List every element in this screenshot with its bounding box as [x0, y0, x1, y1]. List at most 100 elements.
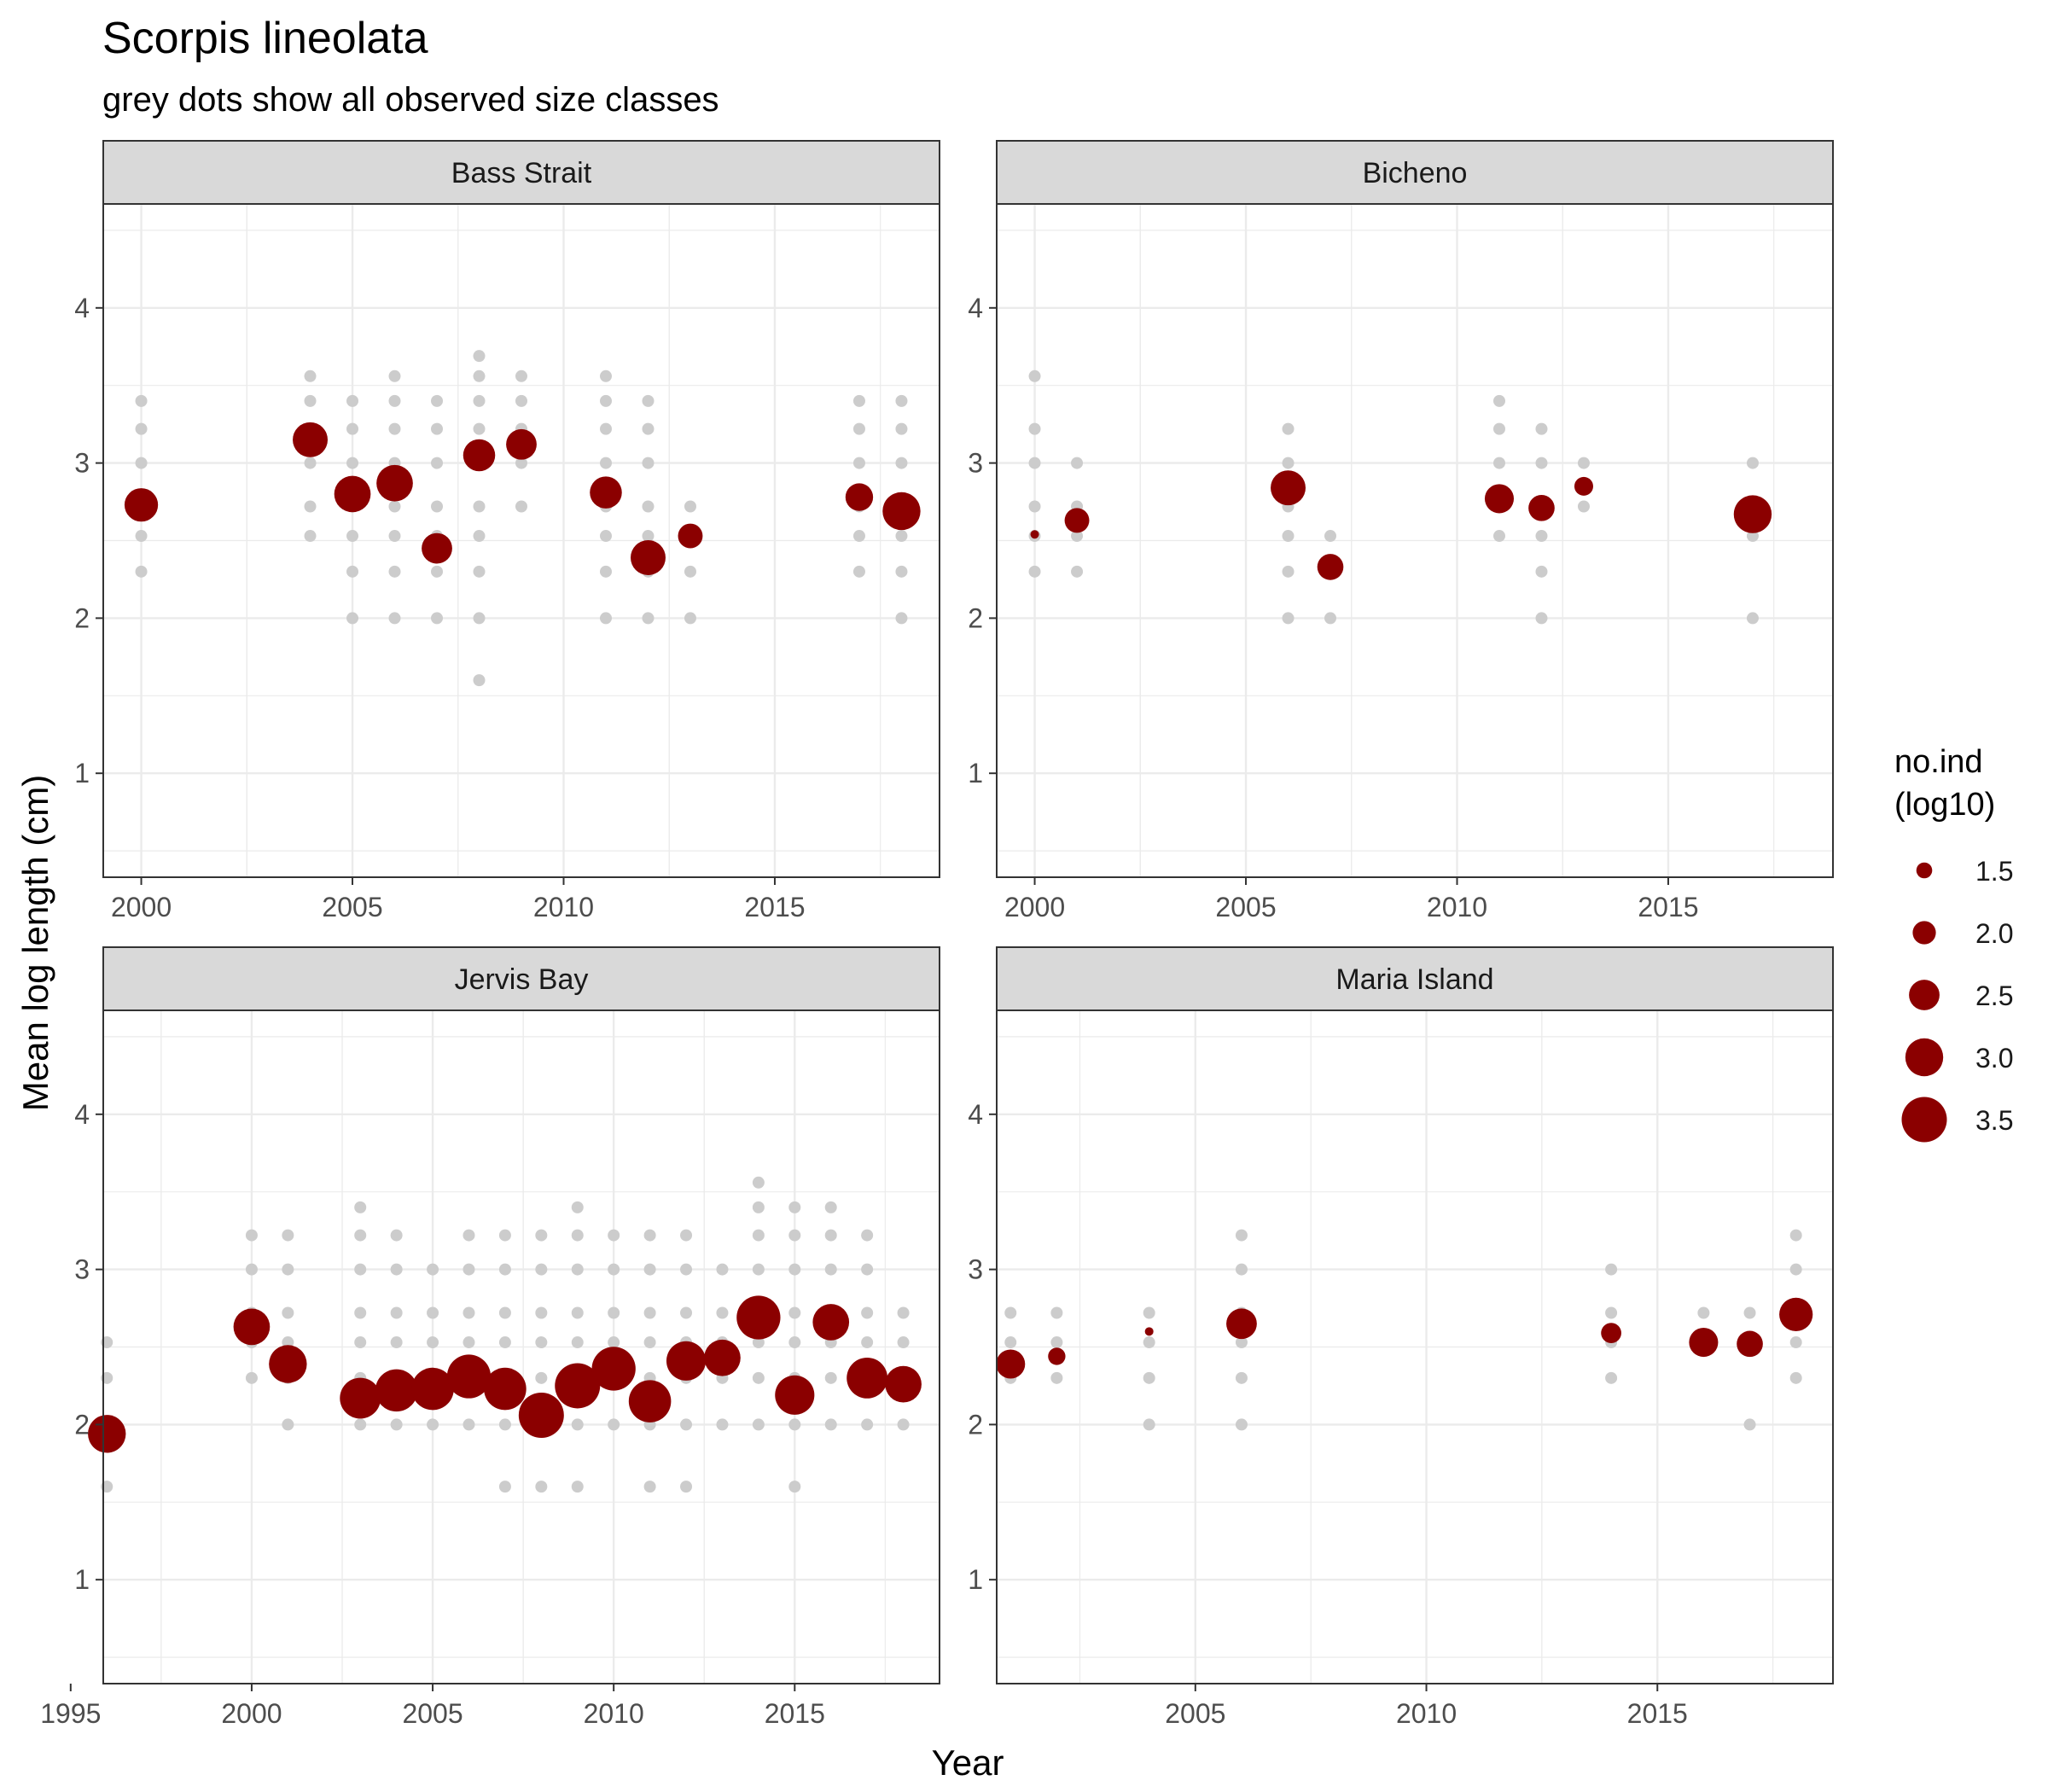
legend-key-label: 2.0: [1975, 918, 2013, 949]
x-tick-label: 2005: [322, 892, 382, 922]
size-class-point: [1324, 530, 1337, 543]
legend-key-circle: [1901, 1097, 1947, 1143]
mean-length-point: [555, 1363, 601, 1409]
size-class-point: [245, 1229, 258, 1242]
y-tick-label: 3: [74, 1254, 90, 1285]
mean-length-point: [1144, 1327, 1154, 1336]
size-class-point: [1535, 422, 1548, 435]
y-tick-label: 1: [968, 1564, 983, 1595]
mean-length-point: [124, 488, 159, 522]
size-class-point: [897, 1306, 910, 1319]
size-class-point: [498, 1418, 511, 1431]
size-class-point: [571, 1336, 584, 1349]
mean-length-point: [1574, 476, 1593, 496]
size-class-point: [427, 1336, 439, 1349]
mean-length-point: [375, 1369, 418, 1412]
facet-strip-label: Jervis Bay: [455, 963, 589, 996]
size-class-point: [346, 565, 359, 578]
size-class-point: [1050, 1336, 1063, 1349]
mean-length-point: [996, 1349, 1026, 1379]
size-class-point: [752, 1201, 765, 1213]
mean-length-point: [882, 492, 921, 531]
size-class-point: [788, 1336, 801, 1349]
y-tick-label: 2: [74, 1409, 90, 1440]
size-class-point: [788, 1263, 801, 1276]
size-class-point: [390, 1418, 403, 1431]
x-tick-label: 2000: [111, 892, 172, 922]
size-class-point: [427, 1263, 439, 1276]
size-class-point: [599, 394, 612, 407]
size-class-point: [788, 1481, 801, 1493]
size-class-point: [752, 1263, 765, 1276]
y-tick-label: 4: [968, 293, 983, 323]
x-tick-label: 2005: [1215, 892, 1276, 922]
x-axis-title: Year: [932, 1743, 1004, 1783]
mean-length-point: [1048, 1347, 1066, 1365]
size-class-point: [346, 457, 359, 469]
facet-panel-bicheno: Bicheno 1 2 3 4 2000 2005 2010 2015: [968, 140, 1834, 922]
legend-title-line: (log10): [1894, 787, 1995, 823]
size-class-point: [431, 500, 444, 513]
size-class-point: [304, 500, 317, 513]
size-class-point: [642, 612, 655, 625]
size-class-point: [824, 1263, 837, 1276]
x-tick-label: 2010: [584, 1698, 644, 1729]
size-class-point: [390, 1336, 403, 1349]
size-class-point: [643, 1336, 656, 1349]
size-class-point: [463, 1306, 475, 1319]
size-class-point: [895, 422, 908, 435]
size-class-point: [282, 1336, 294, 1349]
size-class-point: [431, 612, 444, 625]
size-class-point: [135, 457, 148, 469]
size-class-point: [1071, 530, 1084, 543]
size-class-point: [895, 565, 908, 578]
size-class-point: [388, 612, 401, 625]
size-class-point: [824, 1418, 837, 1431]
size-class-point: [473, 500, 486, 513]
x-tick-label: 1995: [40, 1698, 101, 1729]
size-class-point: [388, 394, 401, 407]
size-class-point: [1282, 565, 1295, 578]
mean-length-point: [678, 523, 703, 549]
size-class-point: [427, 1418, 439, 1431]
mean-length-point: [1601, 1323, 1621, 1344]
size-class-point: [1697, 1306, 1710, 1319]
legend-key-label: 3.5: [1975, 1105, 2013, 1136]
size-class-point: [388, 500, 401, 513]
size-class-point: [599, 565, 612, 578]
size-class-point: [1577, 500, 1590, 513]
size-class-point: [642, 500, 655, 513]
size-class-point: [1282, 457, 1295, 469]
mean-length-point: [484, 1367, 527, 1411]
size-class-point: [1605, 1263, 1618, 1276]
chart-subtitle: grey dots show all observed size classes: [102, 81, 719, 119]
size-class-point: [643, 1481, 656, 1493]
size-class-point: [354, 1201, 367, 1213]
size-class-point: [897, 1336, 910, 1349]
mean-length-point: [1226, 1308, 1257, 1340]
size-class-point: [716, 1306, 729, 1319]
size-class-point: [1050, 1306, 1063, 1319]
y-tick-label: 4: [74, 1099, 90, 1130]
size-class-point: [282, 1263, 294, 1276]
size-class-point: [1789, 1263, 1802, 1276]
facet-strip: [102, 946, 940, 1011]
mean-length-point: [736, 1295, 781, 1340]
y-tick-label: 4: [968, 1099, 983, 1130]
mean-length-point: [590, 476, 622, 509]
size-class-point: [1492, 422, 1505, 435]
size-class-point: [852, 565, 865, 578]
panel-border: [996, 1009, 1834, 1684]
facet-strip-label: Maria Island: [1335, 963, 1493, 996]
size-class-point: [1282, 422, 1295, 435]
size-class-point: [388, 422, 401, 435]
size-class-point: [1789, 1229, 1802, 1242]
size-class-point: [1028, 500, 1041, 513]
size-class-point: [431, 457, 444, 469]
legend-key-circle: [1909, 980, 1940, 1010]
size-class-point: [788, 1418, 801, 1431]
size-class-point: [861, 1418, 874, 1431]
size-class-point: [608, 1229, 620, 1242]
size-class-point: [473, 350, 486, 363]
size-class-point: [354, 1263, 367, 1276]
